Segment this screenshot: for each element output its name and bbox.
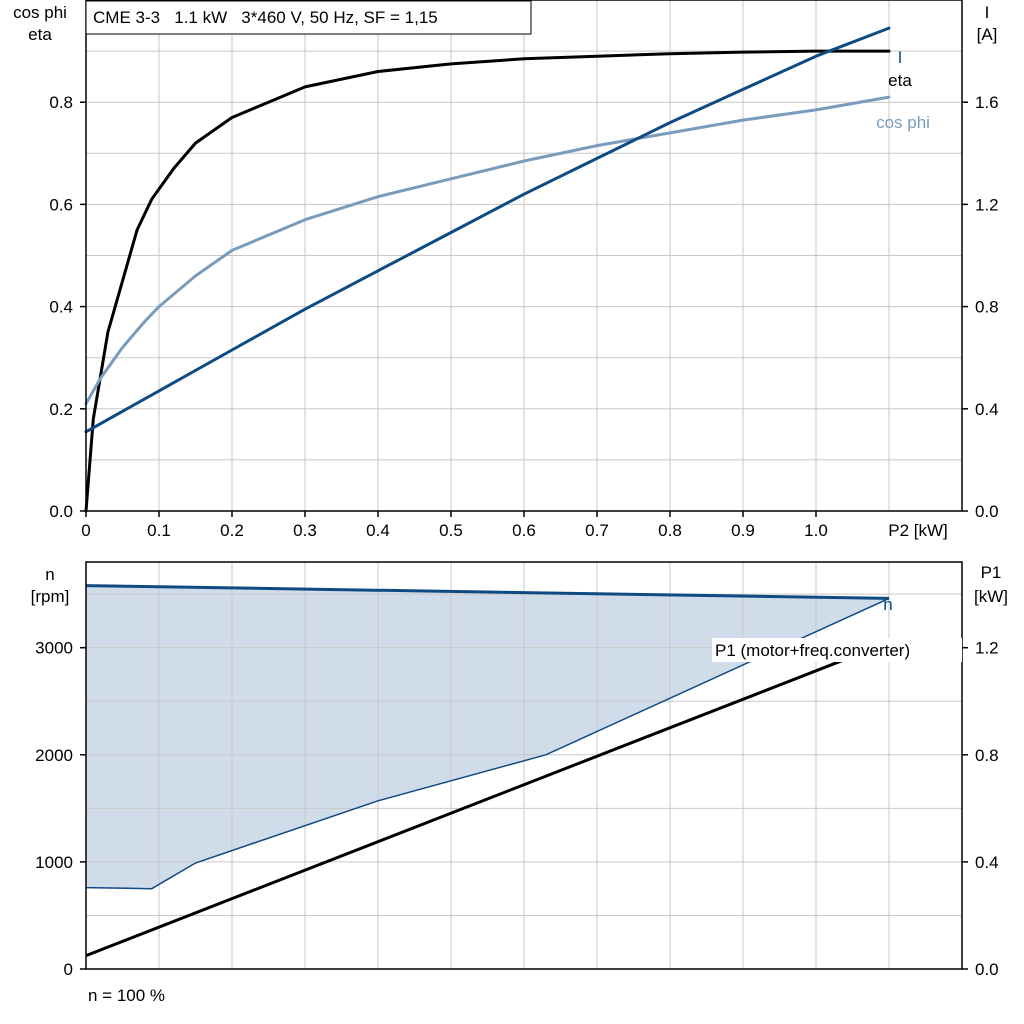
tick-label-right: 0.0	[975, 960, 999, 979]
series-label-cosphi: cos phi	[876, 113, 930, 132]
tick-label-left: 0.4	[49, 298, 73, 317]
series-line-cos-phi	[84, 95, 891, 406]
p1-label-bg	[712, 638, 962, 662]
top-right-tick-labels: 0.0 0.4 0.8 1.2 1.6	[962, 93, 999, 521]
tick-label-x: 0.2	[220, 521, 244, 540]
top-x-tick-labels: 0 0.1 0.2 0.3 0.4 0.5 0.6 0.7 0.8 0.9 1.0	[81, 511, 828, 540]
top-series	[84, 26, 891, 513]
series-line-n-min	[85, 597, 890, 890]
tick-label-left: 3000	[35, 639, 73, 658]
tick-label-x: 0.6	[512, 521, 536, 540]
bottom-series	[85, 584, 890, 957]
top-gridlines	[86, 0, 962, 511]
tick-label-right: 0.4	[975, 853, 999, 872]
top-left-tick-labels: 0.0 0.2 0.4 0.6 0.8	[49, 93, 86, 521]
tick-label-right: 0.8	[975, 746, 999, 765]
series-line-eta	[84, 49, 891, 513]
speed-range-area	[86, 585, 889, 889]
series-label-n: n	[883, 595, 892, 614]
chart-title: CME 3-3 1.1 kW 3*460 V, 50 Hz, SF = 1,15	[93, 8, 438, 27]
tick-label-left: 2000	[35, 746, 73, 765]
tick-label-left: 0.8	[49, 93, 73, 112]
series-line-n	[85, 584, 890, 600]
tick-label-x: 0.1	[147, 521, 171, 540]
tick-label-x: 0.3	[293, 521, 317, 540]
series-label-eta: eta	[888, 71, 912, 90]
speed-power-chart: 0 1000 2000 3000 0.0 0.4 0.8 1.2 n [rpm] P1 [k…	[31, 561, 1008, 1005]
top-left-ylabel-2: eta	[28, 25, 52, 44]
bottom-left-tick-labels: 0 1000 2000 3000	[35, 639, 86, 979]
tick-label-right: 0.4	[975, 400, 999, 419]
tick-label-x: 0.4	[366, 521, 390, 540]
bottom-left-ylabel-2: [rpm]	[31, 587, 70, 606]
top-left-ylabel-1: cos phi	[13, 3, 67, 22]
title-box	[85, 0, 532, 35]
top-right-ylabel-2: [A]	[977, 25, 998, 44]
series-label-i: I	[898, 48, 903, 67]
tick-label-right: 0.8	[975, 298, 999, 317]
top-right-ylabel-1: I	[985, 3, 990, 22]
tick-label-right: 1.6	[975, 93, 999, 112]
bottom-plot-frame	[85, 561, 963, 970]
tick-label-left: 0.0	[49, 502, 73, 521]
tick-label-x: 0.9	[731, 521, 755, 540]
tick-label-right: 0.0	[975, 502, 999, 521]
speed-range-fill	[86, 585, 889, 889]
bottom-right-tick-labels: 0.0 0.4 0.8 1.2	[962, 639, 999, 979]
bottom-right-ylabel-2: [kW]	[974, 587, 1008, 606]
tick-label-x: 0	[81, 521, 90, 540]
footer-note: n = 100 %	[88, 986, 165, 1005]
tick-label-left: 0	[64, 960, 73, 979]
tick-label-left: 0.6	[49, 195, 73, 214]
tick-label-x: 1.0	[804, 521, 828, 540]
series-line-I	[84, 26, 891, 434]
top-xlabel: P2 [kW]	[888, 521, 948, 540]
tick-label-right: 1.2	[975, 195, 999, 214]
series-line-p1	[85, 640, 890, 957]
tick-label-right: 1.2	[975, 639, 999, 658]
tick-label-left: 1000	[35, 853, 73, 872]
bottom-left-ylabel-1: n	[45, 565, 54, 584]
bottom-right-ylabel-1: P1	[981, 563, 1002, 582]
tick-label-x: 0.8	[658, 521, 682, 540]
tick-label-x: 0.5	[439, 521, 463, 540]
tick-label-left: 0.2	[49, 400, 73, 419]
series-label-p1: P1 (motor+freq.converter)	[715, 641, 910, 660]
tick-label-x: 0.7	[585, 521, 609, 540]
efficiency-chart: 0 0.1 0.2 0.3 0.4 0.5 0.6 0.7 0.8 0.9 1.0 0.00.20.…	[13, 0, 999, 540]
